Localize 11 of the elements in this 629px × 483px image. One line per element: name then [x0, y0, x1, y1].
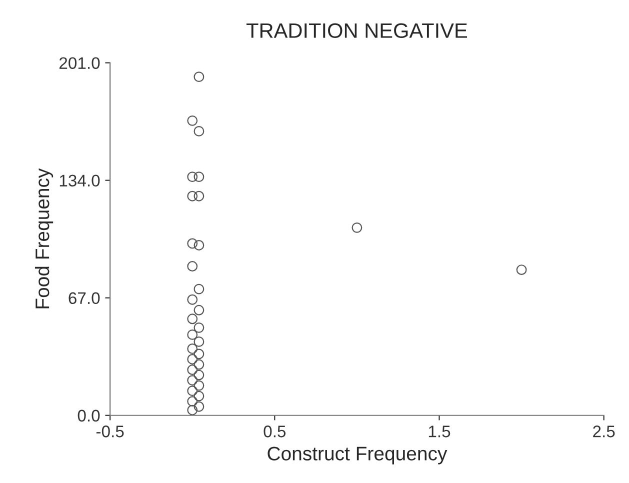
- y-axis-title: Food Frequency: [34, 168, 54, 308]
- x-tick-label: -0.5: [96, 426, 124, 438]
- chart-title: TRADITION NEGATIVE: [246, 23, 467, 38]
- y-tick-label: 67.0: [68, 292, 100, 304]
- y-tick-label: 0.0: [78, 410, 100, 422]
- x-tick-label: 0.5: [264, 426, 286, 438]
- x-tick-label: 1.5: [428, 426, 450, 438]
- x-tick-label: 2.5: [593, 426, 615, 438]
- y-tick-label: 134.0: [60, 174, 100, 187]
- y-tick-label: 201.0: [59, 57, 100, 69]
- x-axis-title: Construct Frequency: [268, 446, 448, 464]
